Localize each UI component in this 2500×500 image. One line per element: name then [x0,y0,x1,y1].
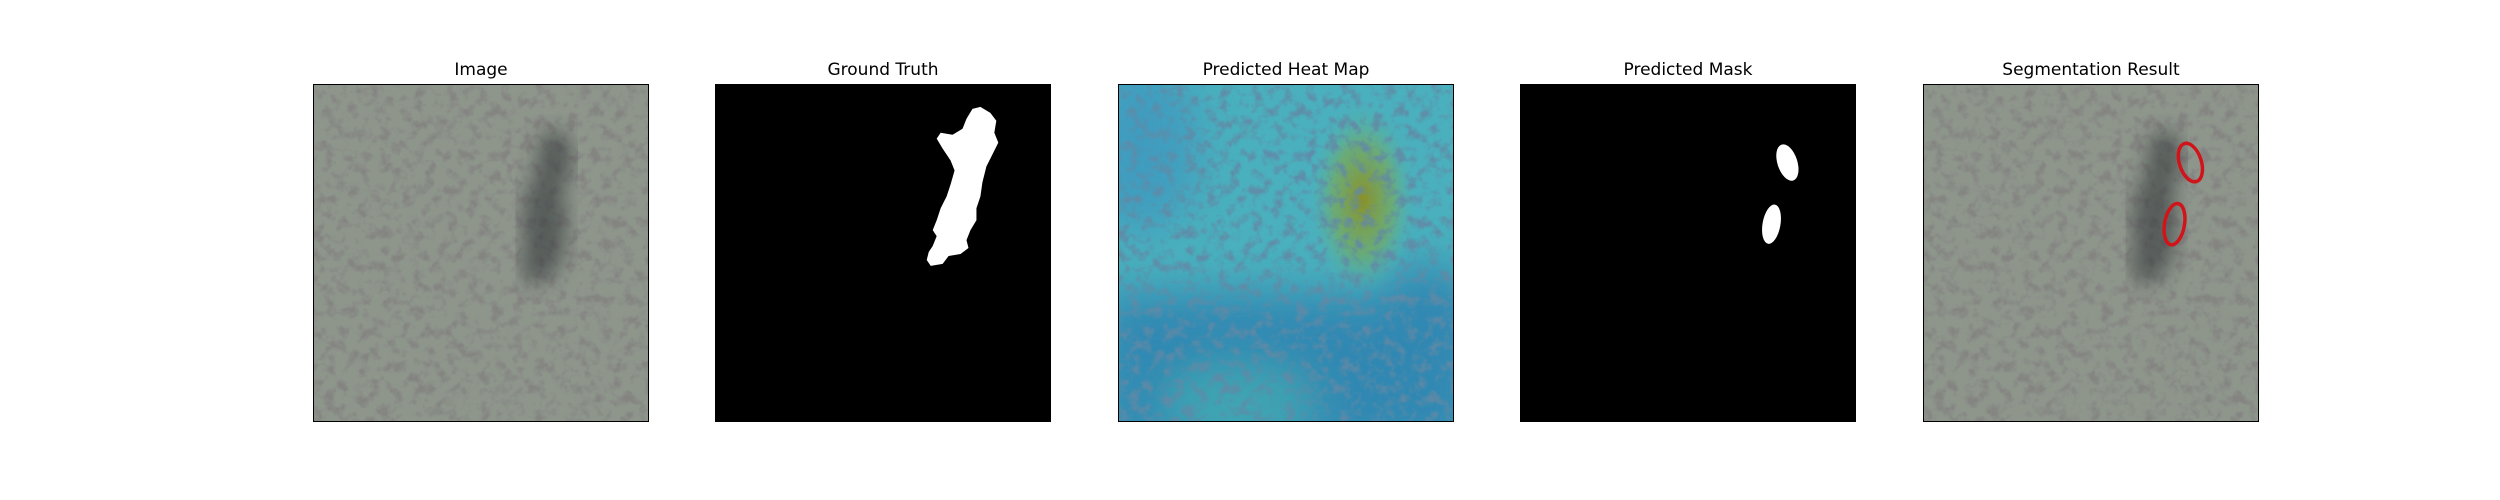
ground-truth-panel [715,84,1051,422]
dark-defect-region [520,129,573,284]
contour-upper [2176,141,2205,184]
panel-title-ground-truth: Ground Truth [827,60,939,80]
panel-title-image: Image [454,60,508,80]
predicted-mask [1521,85,1855,421]
texture-image [314,85,648,421]
ground-truth-mask [716,85,1050,421]
panel-title-segmentation-result: Segmentation Result [2002,60,2180,80]
input-image-panel [313,84,649,422]
ground-truth-region [926,106,999,266]
predicted-mask-panel [1520,84,1856,422]
predicted-blob-lower [1762,204,1781,244]
predicted-blob-upper [1776,144,1799,181]
panel-title-predicted-mask: Predicted Mask [1623,60,1753,80]
heat-map-panel [1118,84,1454,422]
panel-title-heat-map: Predicted Heat Map [1202,60,1370,80]
heat-map-image [1119,85,1453,421]
segmentation-image [1924,85,2258,421]
contour-lower [2162,201,2187,247]
segmentation-result-panel [1923,84,2259,422]
